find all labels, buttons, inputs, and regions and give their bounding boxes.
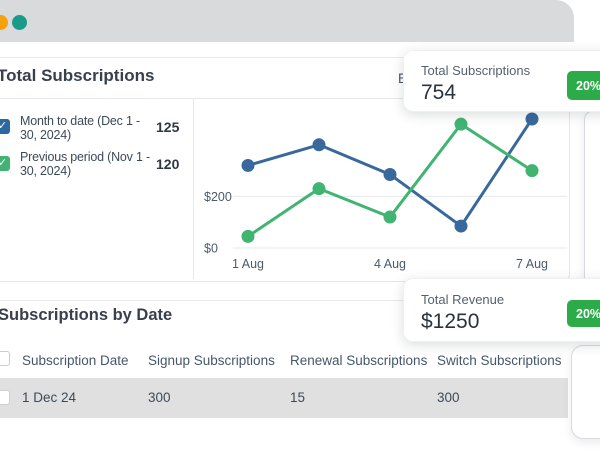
y-axis-tick: $0 [204,242,218,256]
subscriptions-by-date-title: Subscriptions by Date [0,306,173,324]
legend-label-month-to-date: Month to date (Dec 1 - 30, 2024) [20,114,140,142]
section-divider [0,300,600,301]
legend-value-previous-period: 120 [156,156,180,172]
chart-point[interactable] [525,164,539,178]
total-subscriptions-title: Total Subscriptions [0,66,155,85]
window-dot-teal-icon[interactable] [12,15,27,30]
tooltip-card-total-subscriptions: Total Subscriptions 754 20% [403,50,600,112]
chart-point[interactable] [312,182,326,196]
column-header-renewal-subscriptions[interactable]: Renewal Subscriptions [290,353,428,368]
browser-chrome-bar [0,0,574,42]
check-icon: ✓ [0,157,8,169]
subscriptions-chart-panel [0,98,570,282]
column-header-switch-subscriptions[interactable]: Switch Subscriptions [437,353,562,368]
x-axis-label: 7 Aug [516,257,548,271]
chart-point[interactable] [525,112,539,126]
legend-checkbox-month-to-date[interactable]: ✓ [0,119,10,134]
cell-switch-subscriptions: 300 [437,390,460,405]
x-axis-label: 4 Aug [374,257,406,271]
card-value: $1250 [421,310,480,333]
chart-point[interactable] [383,167,397,181]
check-icon: ✓ [0,120,8,132]
select-all-checkbox[interactable] [0,351,10,366]
card-label: Total Subscriptions [421,63,531,78]
export-button[interactable]: E [398,71,407,86]
legend-label-previous-period: Previous period (Nov 1 - 30, 2024) [20,150,150,178]
percent-badge: 20% [567,300,600,327]
cell-subscription-date: 1 Dec 24 [22,390,77,405]
percent-badge: 20% [567,71,600,100]
chart-point[interactable] [383,210,397,224]
row-checkbox[interactable] [0,390,10,405]
column-header-subscription-date[interactable]: Subscription Date [22,353,129,368]
column-header-signup-subscriptions[interactable]: Signup Subscriptions [148,353,275,368]
chart-point[interactable] [312,138,326,152]
window-dot-orange-icon[interactable] [0,15,8,30]
offscreen-card-edge [571,345,600,439]
cell-signup-subscriptions: 300 [148,390,171,405]
table-row[interactable] [0,378,568,418]
chart-point[interactable] [241,158,255,172]
chart-point[interactable] [454,219,468,233]
legend-value-month-to-date: 125 [156,119,180,135]
card-label: Total Revenue [421,292,505,307]
offscreen-card-edge [584,110,600,288]
y-axis-tick: $200 [204,190,232,204]
card-value: 754 [421,81,457,104]
tooltip-card-total-revenue: Total Revenue $1250 20% [403,278,600,342]
chart-point[interactable] [454,117,468,131]
x-axis-label: 1 Aug [232,257,264,271]
chart-point[interactable] [241,229,255,243]
cell-renewal-subscriptions: 15 [290,390,306,405]
subscriptions-line-chart[interactable]: $200 $0 [193,100,567,256]
legend-divider [193,99,194,279]
section-divider [0,57,600,58]
legend-checkbox-previous-period[interactable]: ✓ [0,156,10,171]
